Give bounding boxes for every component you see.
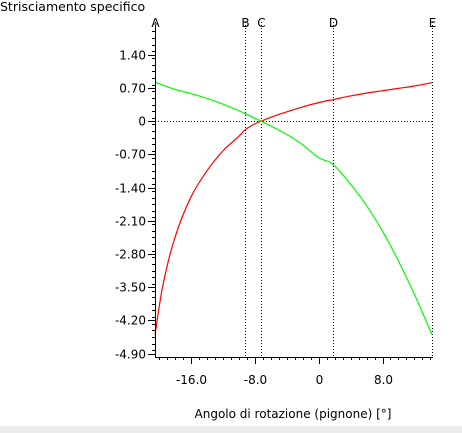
series-lines: [154, 81, 433, 335]
x-axis-label: Angolo di rotazione (pignone) [°]: [195, 407, 392, 421]
axes: [155, 26, 433, 358]
reference-label-b: B: [241, 16, 249, 30]
y-tick-label: -2.10: [115, 215, 146, 229]
window-bottom-strip: [0, 426, 462, 433]
x-tick-label: 8.0: [374, 373, 393, 387]
series-line-2: [154, 81, 433, 335]
reference-label-c: C: [257, 16, 265, 30]
y-tick-label: -1.40: [115, 182, 146, 196]
series-line-1: [154, 82, 433, 335]
reference-label-d: D: [329, 16, 338, 30]
x-tick-label: -8.0: [244, 373, 267, 387]
reference-label-a: A: [151, 16, 160, 30]
y-tick-label: 0: [138, 115, 146, 129]
reference-label-e: E: [429, 16, 437, 30]
y-tick-label: 1.40: [119, 49, 146, 63]
y-tick-label: -3.50: [115, 281, 146, 295]
x-tick-label: 0: [316, 373, 324, 387]
y-tick-label: 0.70: [119, 82, 146, 96]
y-axis-ticks: 1.40 0.70 0 -0.70 -1.40 -2.10 -2.80 -3.50 -4.20 -…: [115, 31, 155, 362]
y-tick-label: -0.70: [115, 148, 146, 162]
y-tick-label: -4.90: [115, 348, 146, 362]
y-tick-label: -2.80: [115, 248, 146, 262]
x-tick-label: -16.0: [176, 373, 207, 387]
chart-title: Strisciamento specifico: [0, 0, 145, 14]
x-axis-ticks: -16.0 -8.0 0 8.0: [159, 357, 431, 387]
y-tick-label: -4.20: [115, 314, 146, 328]
